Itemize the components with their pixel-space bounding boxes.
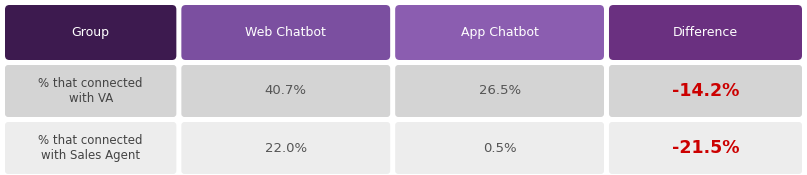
FancyBboxPatch shape: [609, 5, 802, 60]
Text: 26.5%: 26.5%: [479, 85, 521, 97]
Text: -21.5%: -21.5%: [671, 139, 739, 157]
FancyBboxPatch shape: [182, 122, 390, 174]
FancyBboxPatch shape: [609, 122, 802, 174]
FancyBboxPatch shape: [5, 122, 177, 174]
FancyBboxPatch shape: [5, 5, 177, 60]
Text: % that connected
with VA: % that connected with VA: [39, 77, 143, 105]
Text: 22.0%: 22.0%: [265, 142, 307, 155]
Text: 40.7%: 40.7%: [265, 85, 307, 97]
FancyBboxPatch shape: [182, 5, 390, 60]
Text: 0.5%: 0.5%: [483, 142, 516, 155]
Text: Web Chatbot: Web Chatbot: [245, 26, 326, 39]
FancyBboxPatch shape: [395, 5, 604, 60]
FancyBboxPatch shape: [5, 65, 177, 117]
Text: App Chatbot: App Chatbot: [461, 26, 538, 39]
FancyBboxPatch shape: [182, 65, 390, 117]
Text: % that connected
with Sales Agent: % that connected with Sales Agent: [39, 134, 143, 162]
FancyBboxPatch shape: [395, 122, 604, 174]
FancyBboxPatch shape: [395, 65, 604, 117]
Text: Difference: Difference: [673, 26, 738, 39]
FancyBboxPatch shape: [609, 65, 802, 117]
Text: Group: Group: [72, 26, 110, 39]
Text: -14.2%: -14.2%: [671, 82, 739, 100]
